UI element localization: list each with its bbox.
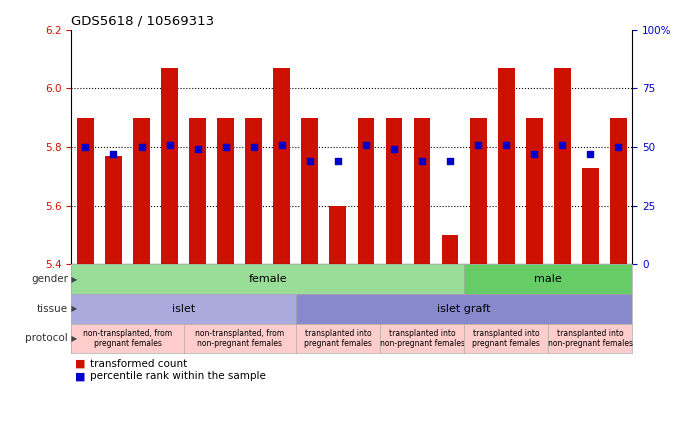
Point <box>445 158 456 165</box>
Point <box>473 141 483 148</box>
Bar <box>386 118 403 264</box>
Bar <box>189 118 206 264</box>
Text: ▶: ▶ <box>69 334 77 343</box>
Text: non-transplanted, from
pregnant females: non-transplanted, from pregnant females <box>83 329 172 348</box>
Bar <box>161 68 178 264</box>
Text: non-transplanted, from
non-pregnant females: non-transplanted, from non-pregnant fema… <box>195 329 284 348</box>
Bar <box>301 118 318 264</box>
Text: ■: ■ <box>75 371 85 382</box>
Text: islet graft: islet graft <box>437 304 491 314</box>
Point <box>276 141 287 148</box>
Point <box>557 141 568 148</box>
Text: male: male <box>534 274 562 284</box>
Text: tissue: tissue <box>37 304 68 314</box>
Text: female: female <box>248 274 287 284</box>
Text: transplanted into
non-pregnant females: transplanted into non-pregnant females <box>379 329 464 348</box>
Text: transplanted into
non-pregnant females: transplanted into non-pregnant females <box>548 329 633 348</box>
Text: transplanted into
pregnant females: transplanted into pregnant females <box>304 329 372 348</box>
Bar <box>273 68 290 264</box>
Point <box>585 151 596 157</box>
Point <box>417 158 428 165</box>
Point <box>136 143 147 150</box>
Point <box>80 143 91 150</box>
Text: ▶: ▶ <box>69 275 77 284</box>
Point <box>108 151 119 157</box>
Bar <box>329 206 346 264</box>
Point <box>164 141 175 148</box>
Bar <box>218 118 234 264</box>
Text: GDS5618 / 10569313: GDS5618 / 10569313 <box>71 14 214 27</box>
Text: transplanted into
pregnant females: transplanted into pregnant females <box>472 329 540 348</box>
Text: ▶: ▶ <box>69 304 77 313</box>
Bar <box>105 156 122 264</box>
Text: gender: gender <box>31 274 68 284</box>
Bar <box>245 118 262 264</box>
Bar <box>77 118 94 264</box>
Bar <box>498 68 515 264</box>
Point <box>529 151 540 157</box>
Text: ■: ■ <box>75 359 85 369</box>
Point <box>613 143 624 150</box>
Point <box>192 146 203 153</box>
Bar <box>610 118 627 264</box>
Bar <box>413 118 430 264</box>
Point <box>333 158 343 165</box>
Bar <box>133 118 150 264</box>
Bar <box>470 118 486 264</box>
Text: islet: islet <box>172 304 195 314</box>
Bar <box>442 235 458 264</box>
Point <box>220 143 231 150</box>
Bar <box>526 118 543 264</box>
Bar <box>582 168 598 264</box>
Point <box>388 146 399 153</box>
Text: transformed count: transformed count <box>90 359 188 369</box>
Text: percentile rank within the sample: percentile rank within the sample <box>90 371 267 382</box>
Point <box>360 141 371 148</box>
Point <box>305 158 316 165</box>
Bar <box>358 118 374 264</box>
Bar <box>554 68 571 264</box>
Point <box>500 141 511 148</box>
Text: protocol: protocol <box>25 333 68 343</box>
Point <box>248 143 259 150</box>
